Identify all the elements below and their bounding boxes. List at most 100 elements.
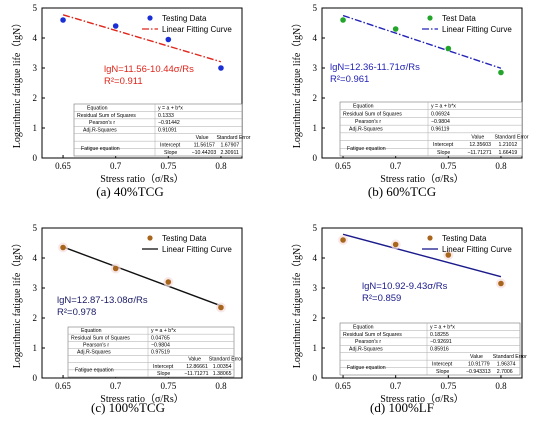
panel-a: 0.65 0.7 0.75 0.8 0 1 2 3 4 5 Stress ratio（σ/Rs） Lo… (11, 3, 251, 199)
panel-b: 0.65 0.7 0.75 0.8 0 1 2 3 4 5 Stress ratio（σ/Rs） Lo… (291, 3, 529, 199)
table-value: 10.91779 (468, 361, 490, 367)
legend-marker (427, 15, 433, 21)
table-value: 0.96119 (431, 127, 449, 133)
y-tick-label: 2 (313, 93, 318, 103)
table-label: Slope (436, 369, 449, 375)
table-label: Fatigue equation (347, 365, 386, 371)
table-label: Fatigue equation (75, 367, 114, 373)
legend-marker (427, 235, 433, 241)
table-label: Adj.R-Squares (77, 350, 111, 356)
x-tick-label: 0.65 (55, 381, 71, 391)
table-value: 1.00354 (213, 364, 232, 370)
plot-frame (321, 7, 523, 159)
table-value: 0.06924 (431, 111, 450, 117)
table-value: 0.91091 (158, 128, 177, 134)
y-tick-label: 4 (33, 33, 38, 43)
table-value: 2.7006 (497, 369, 513, 375)
y-tick-label: 5 (33, 3, 38, 13)
fit-equation: lgN=12.87-13.08σ/Rs (57, 295, 148, 306)
table-value: 0.18255 (430, 332, 449, 338)
x-tick-label: 0.65 (55, 161, 71, 171)
table-label: Residual Sum of Squares (71, 335, 130, 341)
y-tick-label: 0 (313, 153, 318, 163)
table-label: Pearson's r (89, 120, 115, 126)
x-tick-label: 0.8 (215, 381, 227, 391)
table-header: Standard Error (216, 135, 250, 141)
x-axis-label: Stress ratio（σ/Rs） (100, 173, 183, 185)
panel-caption: (b) 60%TCG (368, 184, 436, 199)
stats-table: Equation y = a + b*x Residual Sum of Squar… (73, 103, 251, 157)
fit-r2: R²=0.961 (330, 74, 369, 85)
table-value: y = a + b*x (151, 328, 176, 334)
table-value: −0.9804 (431, 119, 450, 125)
table-header: Standard Error (493, 354, 527, 360)
y-tick-label: 3 (33, 63, 38, 73)
legend-label: Linear Fitting Curve (442, 25, 512, 34)
table-value: 0.04765 (151, 335, 170, 341)
table-label: Equation (81, 328, 102, 334)
table-value: −0.943313 (466, 369, 491, 375)
table-label: Residual Sum of Squares (343, 111, 402, 117)
table-value: −10.44203 (192, 150, 217, 156)
legend-label: Test Data (442, 14, 476, 23)
plot-frame (41, 7, 243, 159)
table-value: −0.91442 (158, 120, 180, 126)
data-point (60, 244, 66, 251)
table-value: 0.1333 (158, 113, 174, 119)
table-label: Slope (164, 150, 177, 156)
table-value: 1.96374 (497, 361, 516, 367)
x-tick-label: 0.75 (160, 381, 176, 391)
legend-marker (147, 235, 153, 241)
stats-table: Equation y = a + b*x Residual Sum of Squar… (339, 101, 529, 157)
legend-label: Testing Data (442, 234, 487, 243)
table-header: Value (471, 134, 484, 140)
data-point (445, 252, 452, 258)
y-axis-label: Logarithmic fatigue life（lgN） (291, 18, 303, 149)
table-value: 0.97519 (151, 350, 170, 356)
fit-r2: R²=0.859 (362, 293, 401, 304)
panel-caption: (c) 100%TCG (91, 400, 165, 415)
table-label: Slope (157, 371, 170, 377)
table-label: Intercept (160, 142, 181, 148)
table-label: Adj.R-Squares (349, 127, 383, 133)
stats-table-box (73, 103, 243, 157)
table-label: Equation (353, 324, 374, 330)
fit-equation: lgN=11.56-10.44σ/Rs (104, 64, 194, 75)
table-value: −0.92691 (430, 339, 452, 345)
y-tick-label: 2 (313, 313, 318, 323)
table-label: Residual Sum of Squares (77, 113, 136, 119)
y-tick-label: 0 (313, 373, 318, 383)
table-header: Standard Error (209, 357, 243, 363)
y-tick-label: 1 (33, 343, 38, 353)
table-value: −11.71271 (184, 371, 208, 377)
stats-table: Equation y = a + b*x Residual Sum of Squar… (67, 326, 243, 378)
table-label: Pearson's r (83, 342, 109, 348)
data-point (112, 265, 119, 272)
table-header: Value (188, 357, 201, 363)
table-value: −0.9804 (151, 342, 170, 348)
fit-line (342, 14, 502, 69)
fit-line (342, 233, 502, 278)
table-label: Adj.R-Squares (83, 128, 117, 134)
y-tick-label: 4 (313, 33, 318, 43)
table-value: y = a + b*x (430, 324, 455, 330)
y-tick-label: 2 (33, 313, 38, 323)
data-point (165, 279, 172, 285)
y-tick-label: 0 (33, 153, 38, 163)
table-label: Equation (87, 105, 108, 111)
plot-frame (41, 227, 243, 379)
table-value: 0.85916 (430, 347, 449, 353)
fit-line (62, 246, 222, 307)
table-label: Equation (353, 104, 374, 110)
y-tick-label: 2 (33, 93, 38, 103)
stats-table-box (339, 101, 523, 157)
fit-equation: lgN=10.92-9.43σ/Rs (362, 281, 448, 292)
x-tick-label: 0.75 (160, 161, 176, 171)
x-tick-label: 0.8 (215, 161, 227, 171)
y-axis-label: Logarithmic fatigue life（lgN） (11, 18, 23, 149)
table-value: 2.30911 (220, 150, 238, 156)
x-tick-label: 0.75 (440, 161, 456, 171)
table-value: 12.35603 (469, 142, 491, 148)
fit-r2: R²=0.978 (57, 307, 96, 318)
table-label: Adj.R-Squares (349, 347, 383, 353)
